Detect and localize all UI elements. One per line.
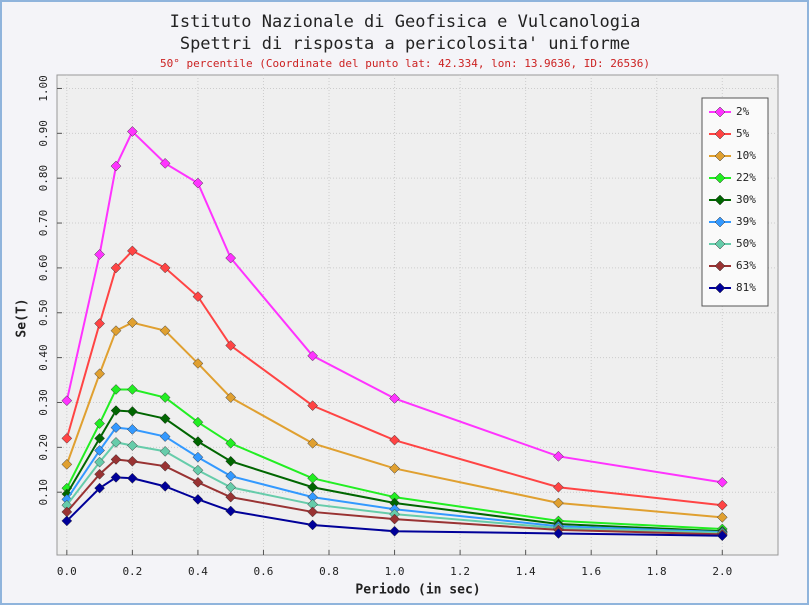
x-tick-label: 2.0 [712, 565, 732, 578]
legend-label: 10% [736, 149, 756, 162]
y-axis-label: Se(T) [15, 298, 30, 337]
x-tick-label: 0.8 [319, 565, 339, 578]
y-tick-label: 0.80 [37, 165, 50, 192]
legend-label: 63% [736, 259, 756, 272]
legend-box [702, 98, 768, 306]
legend-label: 50% [736, 237, 756, 250]
legend-label: 22% [736, 171, 756, 184]
x-tick-label: 0.6 [254, 565, 274, 578]
legend-label: 2% [736, 105, 750, 118]
chart-title: Istituto Nazionale di Geofisica e Vulcan… [170, 12, 641, 32]
y-tick-label: 0.40 [37, 344, 50, 371]
chart: Istituto Nazionale di Geofisica e Vulcan… [0, 0, 809, 605]
x-tick-label: 0.0 [57, 565, 77, 578]
x-tick-label: 1.4 [516, 565, 536, 578]
x-tick-label: 1.2 [450, 565, 470, 578]
legend-label: 30% [736, 193, 756, 206]
y-tick-label: 0.10 [37, 479, 50, 506]
x-axis-label: Periodo (in sec) [355, 583, 480, 598]
x-tick-label: 1.0 [385, 565, 405, 578]
chart-subtitle: Spettri di risposta a pericolosita' unif… [180, 34, 630, 54]
chart-caption: 50° percentile (Coordinate del punto lat… [160, 57, 650, 70]
page: {"chart_data": { "type": "line", "title"… [0, 0, 809, 605]
x-tick-label: 1.6 [581, 565, 601, 578]
y-tick-label: 0.90 [37, 120, 50, 147]
legend-label: 81% [736, 281, 756, 294]
y-tick-label: 0.30 [37, 389, 50, 416]
legend-label: 5% [736, 127, 750, 140]
y-tick-label: 1.00 [37, 75, 50, 102]
y-tick-label: 0.70 [37, 210, 50, 237]
x-tick-label: 1.8 [647, 565, 667, 578]
y-tick-label: 0.20 [37, 434, 50, 461]
y-tick-label: 0.50 [37, 300, 50, 327]
y-tick-label: 0.60 [37, 255, 50, 282]
x-tick-label: 0.4 [188, 565, 208, 578]
x-tick-label: 0.2 [122, 565, 142, 578]
legend-label: 39% [736, 215, 756, 228]
